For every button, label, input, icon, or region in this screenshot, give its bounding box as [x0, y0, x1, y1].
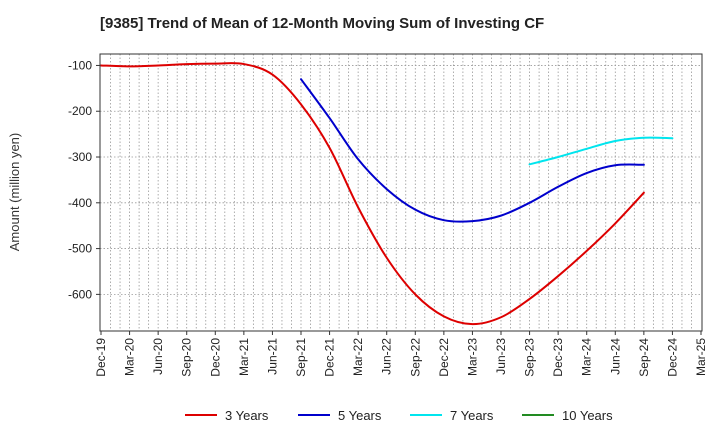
x-tick-label: Dec-20 — [208, 338, 222, 377]
y-ticks: -100 -200 -300 -400 -500 -600 — [68, 58, 100, 301]
x-tick-label: Sep-22 — [408, 338, 422, 377]
x-tick-label: Jun-23 — [494, 338, 508, 375]
legend-label: 5 Years — [338, 408, 382, 423]
x-tick-label: Dec-23 — [551, 338, 565, 377]
x-tick-label: Sep-23 — [523, 338, 537, 377]
x-tick-label: Dec-24 — [665, 338, 679, 377]
legend-label: 7 Years — [450, 408, 494, 423]
legend-label: 3 Years — [225, 408, 269, 423]
x-tick-label: Sep-24 — [637, 338, 651, 377]
y-tick-label: -100 — [68, 58, 92, 72]
x-tick-label: Mar-21 — [237, 338, 251, 376]
series-line-7-years — [528, 136, 674, 166]
y-tick-label: -500 — [68, 242, 92, 256]
series-lines — [100, 62, 674, 326]
x-tick-label: Dec-22 — [437, 338, 451, 377]
x-ticks: Dec-19 Mar-20 Jun-20 Sep-20 Dec-20 Mar-21 Jun-… — [94, 331, 708, 377]
legend-item-3-years: 3 Years — [185, 408, 269, 423]
y-tick-label: -200 — [68, 104, 92, 118]
x-tick-label: Dec-21 — [323, 338, 337, 377]
x-tick-label: Mar-25 — [694, 338, 708, 376]
x-tick-label: Mar-22 — [351, 338, 365, 376]
grid — [100, 54, 702, 331]
x-tick-label: Jun-22 — [380, 338, 394, 375]
y-axis-label: Amount (million yen) — [7, 133, 22, 252]
legend-item-5-years: 5 Years — [298, 408, 382, 423]
series-line-5-years — [300, 78, 645, 223]
x-tick-label: Sep-21 — [294, 338, 308, 377]
legend-item-7-years: 7 Years — [410, 408, 494, 423]
y-tick-label: -300 — [68, 150, 92, 164]
x-tick-label: Mar-20 — [123, 338, 137, 376]
x-tick-label: Dec-19 — [94, 338, 108, 377]
plot-border — [99, 53, 703, 332]
x-tick-label: Jun-21 — [265, 338, 279, 375]
x-tick-label: Jun-20 — [151, 338, 165, 375]
x-tick-label: Mar-23 — [465, 338, 479, 376]
chart-title: [9385] Trend of Mean of 12-Month Moving … — [100, 15, 544, 32]
x-tick-label: Mar-24 — [580, 338, 594, 376]
legend-item-10-years: 10 Years — [522, 408, 613, 423]
x-tick-label: Sep-20 — [180, 338, 194, 377]
plot-area — [100, 54, 702, 331]
x-tick-label: Jun-24 — [608, 338, 622, 375]
legend: 3 Years 5 Years 7 Years 10 Years — [185, 408, 613, 423]
y-tick-label: -400 — [68, 196, 92, 210]
legend-label: 10 Years — [562, 408, 613, 423]
series-line-3-years — [100, 62, 645, 326]
y-tick-label: -600 — [68, 287, 92, 301]
